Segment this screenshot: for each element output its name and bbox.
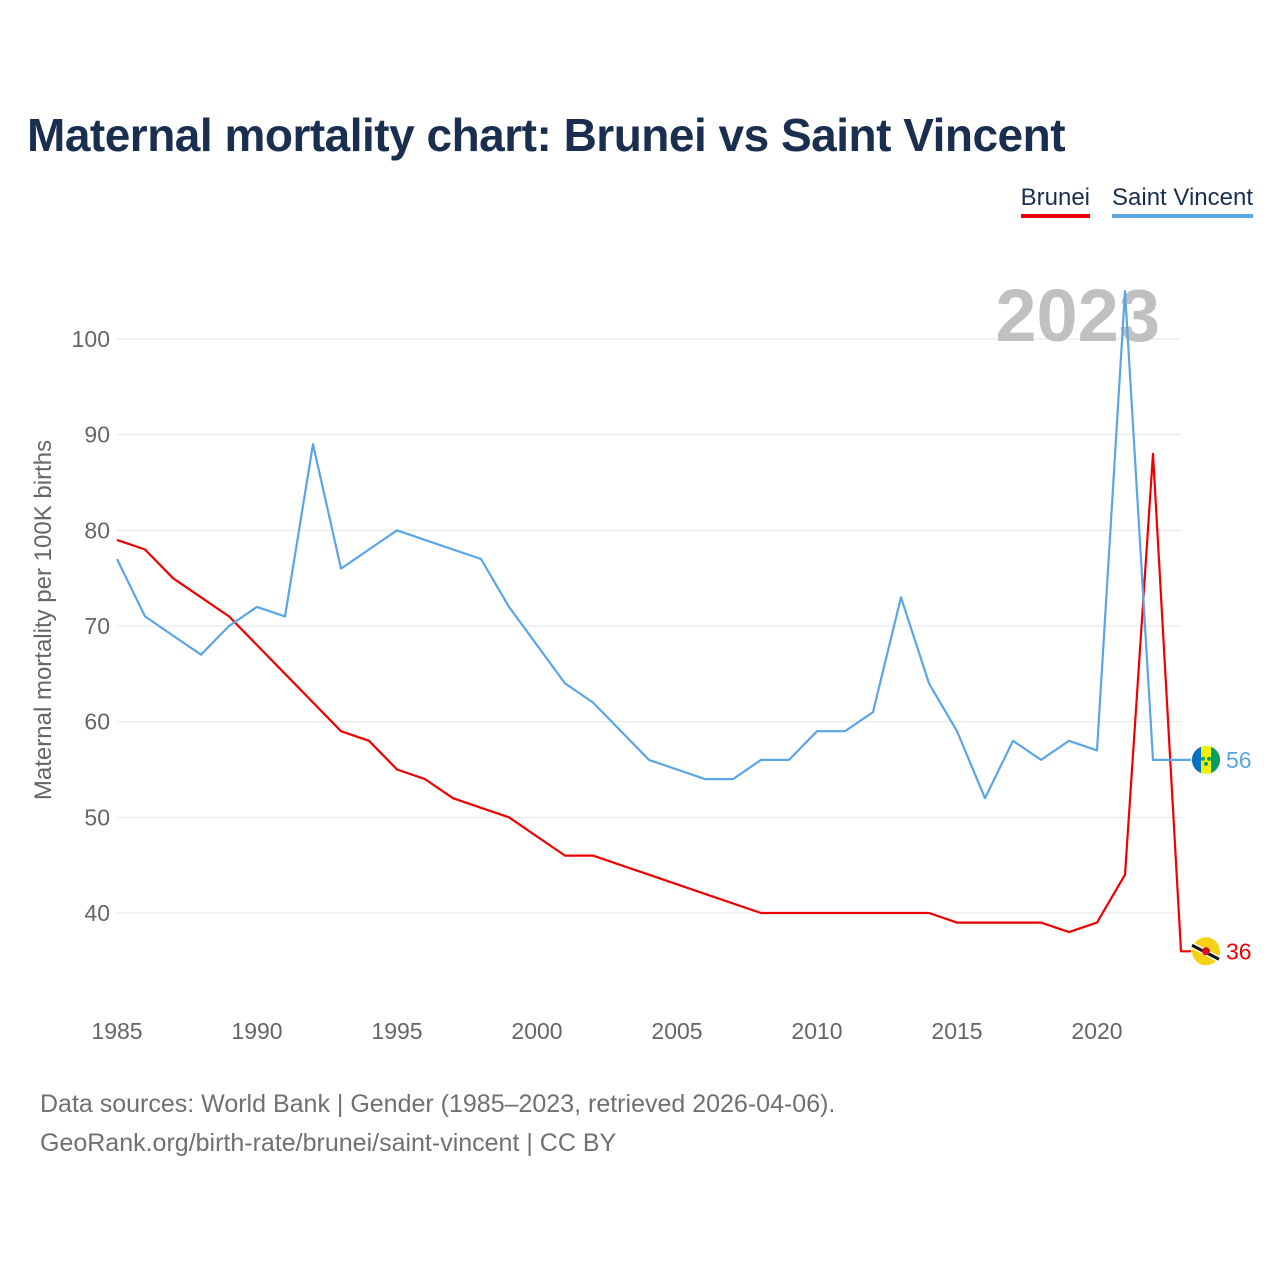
end-label-saint-vincent: 56	[1226, 747, 1252, 773]
x-tick-label-1990: 1990	[231, 1018, 282, 1044]
legend-item-saint-vincent[interactable]: Saint Vincent	[1112, 184, 1253, 218]
x-tick-label-2020: 2020	[1071, 1018, 1122, 1044]
y-tick-label-70: 70	[84, 613, 110, 639]
y-tick-label-80: 80	[84, 517, 110, 543]
x-axis-ticks: 1985 1990 1995 2000 2005 2010 2015 2020	[91, 1018, 1122, 1044]
y-tick-label-40: 40	[84, 900, 110, 926]
chart-legend: Brunei Saint Vincent	[1020, 184, 1253, 218]
end-label-brunei: 36	[1226, 938, 1252, 964]
page-title: Maternal mortality chart: Brunei vs Sain…	[27, 109, 1066, 161]
footer: Data sources: World Bank | Gender (1985–…	[40, 1085, 835, 1163]
chart-grid	[117, 338, 1181, 914]
y-axis-label: Maternal mortality per 100K births	[30, 440, 57, 800]
flag-icon-saint-vincent	[1191, 745, 1221, 774]
x-tick-label-2015: 2015	[931, 1018, 982, 1044]
flag-icon-brunei	[1190, 937, 1221, 966]
year-watermark: 2023	[995, 274, 1160, 357]
x-tick-label-2010: 2010	[791, 1018, 842, 1044]
series-end-markers: 36 56	[1190, 745, 1252, 966]
footer-sources: Data sources: World Bank | Gender (1985–…	[40, 1090, 836, 1118]
x-tick-label-2005: 2005	[651, 1018, 702, 1044]
y-tick-label-50: 50	[84, 804, 110, 830]
legend-label-saint-vincent: Saint Vincent	[1112, 184, 1253, 211]
series-line-brunei	[116, 452, 1191, 953]
chart-series	[116, 290, 1191, 953]
footer-link[interactable]: GeoRank.org/birth-rate/brunei/saint-vinc…	[40, 1129, 617, 1157]
x-tick-label-1995: 1995	[371, 1018, 422, 1044]
legend-label-brunei: Brunei	[1020, 184, 1090, 211]
y-axis-ticks: 40 50 60 70 80 90 100	[72, 326, 110, 926]
x-tick-label-1985: 1985	[91, 1018, 142, 1044]
x-tick-label-2000: 2000	[511, 1018, 562, 1044]
y-tick-label-90: 90	[84, 422, 110, 448]
y-tick-label-60: 60	[84, 709, 110, 735]
y-tick-label-100: 100	[72, 326, 110, 352]
series-line-saint-vincent	[116, 290, 1191, 800]
legend-item-brunei[interactable]: Brunei	[1020, 184, 1090, 218]
